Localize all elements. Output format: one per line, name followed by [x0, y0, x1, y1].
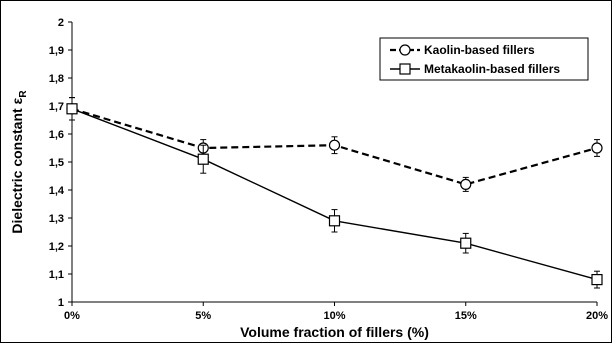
y-tick-label: 2: [58, 17, 64, 29]
data-point: [591, 142, 603, 154]
y-axis-title-subscript: R: [18, 90, 29, 98]
y-tick-label: 1,9: [49, 45, 64, 57]
y-tick-label: 1,7: [49, 101, 64, 113]
x-tick-label: 15%: [455, 310, 477, 322]
y-tick-label: 1,5: [49, 157, 64, 169]
data-point: [591, 274, 603, 286]
series-layer: [66, 97, 603, 289]
x-tick-label: 0%: [64, 310, 80, 322]
data-point: [460, 237, 472, 249]
legend-entry: Metakaolin-based fillers: [390, 62, 560, 76]
legend-box: [379, 37, 589, 81]
data-point: [66, 103, 78, 115]
series-1: [66, 97, 603, 192]
y-axis-title: Dielectric constant εR: [9, 90, 29, 234]
x-axis-ticks: 0% 5% 10% 15% 20%: [64, 302, 608, 322]
y-tick-label: 1,2: [49, 241, 64, 253]
x-tick-label: 10%: [323, 310, 345, 322]
x-tick-label: 20%: [586, 310, 608, 322]
y-axis-ticks: 1 1,1 1,2 1,3 1,4 1,5 1,6 1,7 1,8 1,9 2: [49, 17, 72, 309]
legend-entries: Kaolin-based fillers Metakaolin-based fil…: [390, 43, 560, 76]
y-tick-label: 1,3: [49, 213, 64, 225]
legend-label: Kaolin-based fillers: [424, 43, 535, 57]
y-tick-label: 1: [58, 297, 64, 309]
y-tick-label: 1,6: [49, 129, 64, 141]
x-axis-title: Volume fraction of fillers (%): [240, 324, 429, 340]
legend-marker: [399, 44, 411, 56]
legend-entry: Kaolin-based fillers: [390, 43, 535, 57]
data-point: [328, 139, 341, 151]
data-point: [460, 178, 472, 190]
series-line: [71, 108, 598, 281]
x-tick-label: 5%: [195, 310, 211, 322]
data-point: [328, 215, 341, 227]
y-tick-label: 1,1: [49, 269, 64, 281]
legend-marker: [399, 63, 411, 75]
y-axis-title-symbol: ε: [9, 97, 25, 104]
series-2: [66, 97, 603, 289]
legend-label: Metakaolin-based fillers: [424, 62, 560, 76]
y-tick-label: 1,8: [49, 73, 64, 85]
y-tick-label: 1,4: [49, 185, 65, 197]
y-axis-title-text: Dielectric constant: [9, 108, 25, 234]
legend: Kaolin-based fillers Metakaolin-based fil…: [379, 37, 589, 81]
data-point: [197, 153, 209, 165]
